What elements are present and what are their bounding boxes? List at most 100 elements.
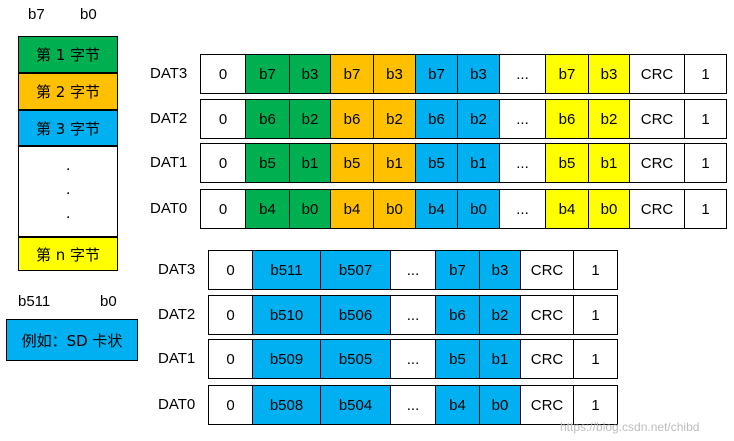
bit-cell: b2 [479, 295, 521, 335]
bit-cell: b5 [330, 143, 374, 183]
bit-cell: 1 [573, 250, 618, 290]
stack-cell: 第 2 字节 [18, 73, 118, 110]
bit-cell: ... [390, 250, 436, 290]
stack-cell: 第 1 字节 [18, 36, 118, 73]
bit-cell: b1 [457, 143, 500, 183]
bit-cell: b0 [588, 189, 630, 229]
stack-cell: 第 n 字节 [18, 237, 118, 271]
bit-cell: b7 [545, 54, 589, 94]
bit-cell: 1 [684, 54, 727, 94]
bit-cell: b7 [435, 250, 480, 290]
bit-cell: b504 [320, 385, 391, 425]
bit-cell: b6 [330, 99, 374, 139]
bit-cell: b0 [457, 189, 500, 229]
bit-cell: CRC [520, 250, 574, 290]
bit-cell: ... [390, 295, 436, 335]
bit-cell: CRC [520, 385, 574, 425]
stack-cell: 第 3 字节 [18, 110, 118, 146]
bit-cell: b5 [435, 339, 480, 379]
bit-cell: b4 [435, 385, 480, 425]
bit-cell: 0 [200, 189, 246, 229]
bit-cell: b2 [588, 99, 630, 139]
bit-cell: b3 [479, 250, 521, 290]
example-caption: 例如：SD 卡状 [6, 319, 138, 361]
bit-cell: b3 [588, 54, 630, 94]
bit-cell: b6 [545, 99, 589, 139]
bit-cell: b4 [330, 189, 374, 229]
bit-cell: 0 [208, 295, 253, 335]
bit-cell: 0 [208, 250, 253, 290]
bit-cell: CRC [629, 99, 685, 139]
bit-cell: b5 [545, 143, 589, 183]
bit-cell: 0 [200, 99, 246, 139]
bit-cell: 0 [200, 143, 246, 183]
bit-cell: b0 [373, 189, 416, 229]
bit-cell: ... [499, 99, 546, 139]
watermark: https://blog.csdn.net/chibd [560, 420, 700, 434]
bit-cell: b3 [373, 54, 416, 94]
bit-cell: ... [499, 143, 546, 183]
bit-cell: 1 [573, 295, 618, 335]
bit-cell: b2 [289, 99, 331, 139]
bit-cell: b6 [245, 99, 290, 139]
bit-cell: CRC [629, 143, 685, 183]
ellipsis-dot: . [66, 157, 71, 174]
bit-cell: CRC [629, 189, 685, 229]
bit-cell: b0 [479, 385, 521, 425]
bit-cell: b509 [252, 339, 321, 379]
bit-cell: 1 [684, 189, 727, 229]
row-label: DAT2 [150, 110, 188, 127]
bit-cell: b5 [245, 143, 290, 183]
bit-cell: CRC [520, 339, 574, 379]
bit-cell: b4 [545, 189, 589, 229]
bit-cell: b4 [245, 189, 290, 229]
stack-cell [18, 146, 118, 237]
row-label: DAT0 [158, 396, 196, 413]
row-label: DAT0 [150, 200, 188, 217]
bit-cell: b1 [373, 143, 416, 183]
bit-cell: b510 [252, 295, 321, 335]
bit-cell: ... [499, 189, 546, 229]
bit-cell: b7 [330, 54, 374, 94]
bit-cell: b2 [373, 99, 416, 139]
bit-cell: b7 [245, 54, 290, 94]
bit-cell: b1 [588, 143, 630, 183]
stack-bottom-high-label: b511 [18, 293, 51, 310]
row-label: DAT3 [150, 65, 188, 82]
stack-top-low-label: b0 [80, 6, 97, 23]
bit-cell: 1 [684, 99, 727, 139]
bit-cell: 0 [200, 54, 246, 94]
bit-cell: 1 [573, 339, 618, 379]
bit-cell: 1 [573, 385, 618, 425]
bit-cell: b507 [320, 250, 391, 290]
bit-cell: b2 [457, 99, 500, 139]
ellipsis-dot: . [66, 181, 71, 198]
bit-cell: b508 [252, 385, 321, 425]
stack-bottom-low-label: b0 [100, 293, 117, 310]
bit-cell: b3 [457, 54, 500, 94]
row-label: DAT1 [158, 350, 196, 367]
bit-cell: ... [390, 385, 436, 425]
stack-top-high-label: b7 [28, 6, 45, 23]
bit-cell: b1 [479, 339, 521, 379]
row-label: DAT1 [150, 154, 188, 171]
bit-cell: b6 [415, 99, 458, 139]
bit-cell: b6 [435, 295, 480, 335]
row-label: DAT2 [158, 306, 196, 323]
bit-cell: b1 [289, 143, 331, 183]
bit-cell: 0 [208, 385, 253, 425]
row-label: DAT3 [158, 261, 196, 278]
bit-cell: b505 [320, 339, 391, 379]
bit-cell: CRC [629, 54, 685, 94]
bit-cell: b506 [320, 295, 391, 335]
bit-cell: b4 [415, 189, 458, 229]
bit-cell: b5 [415, 143, 458, 183]
ellipsis-dot: . [66, 205, 71, 222]
bit-cell: ... [390, 339, 436, 379]
bit-cell: b0 [289, 189, 331, 229]
bit-cell: CRC [520, 295, 574, 335]
bit-cell: b511 [252, 250, 321, 290]
bit-cell: 0 [208, 339, 253, 379]
bit-cell: 1 [684, 143, 727, 183]
bit-cell: ... [499, 54, 546, 94]
